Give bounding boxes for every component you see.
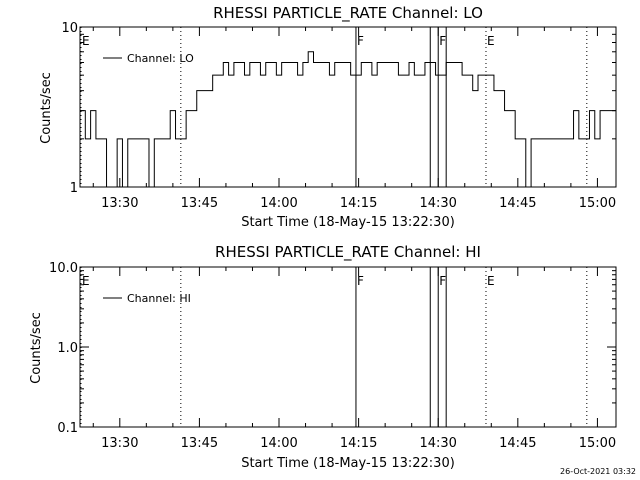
hi-event-marker-label: E [487,274,495,288]
hi-x-tick-label: 15:00 [579,436,616,451]
hi-x-axis-label: Start Time (18-May-15 13:22:30) [241,456,455,471]
hi-plot-frame [79,266,617,428]
hi-y-tick-label: 10.0 [49,261,78,276]
lo-plot-frame [79,26,617,188]
lo-x-tick-label: 14:15 [340,196,377,211]
hi-x-tick-label: 13:45 [181,436,218,451]
lo-x-tick-label: 13:45 [181,196,218,211]
hi-x-tick-label: 13:30 [101,436,138,451]
lo-legend-label: Channel: LO [127,52,194,65]
lo-event-marker-label: F [439,34,446,48]
hi-legend: Channel: HI [103,292,191,305]
generation-timestamp: 26-Oct-2021 03:32 [560,467,636,476]
lo-y-tick-label: 1 [70,181,78,196]
lo-channel-panel: RHESSI PARTICLE_RATE Channel: LO Counts/… [39,4,617,230]
hi-x-tick-label: 14:00 [260,436,297,451]
hi-chart-title: RHESSI PARTICLE_RATE Channel: HI [215,243,481,262]
lo-event-marker-label: F [357,34,364,48]
hi-x-tick-label: 14:45 [499,436,536,451]
hi-y-tick-label: 0.1 [57,421,78,436]
lo-legend: Channel: LO [103,52,194,65]
lo-x-tick-label: 15:00 [579,196,616,211]
lo-rate-series-line [80,51,616,188]
hi-y-tick-label: 1.0 [57,341,78,356]
lo-x-tick-label: 13:30 [101,196,138,211]
lo-x-tick-label: 14:45 [499,196,536,211]
hi-event-marker-label: F [357,274,364,288]
lo-event-marker-label: E [82,34,90,48]
hi-legend-label: Channel: HI [127,292,191,305]
hi-event-marker-label: E [82,274,90,288]
hi-channel-panel: RHESSI PARTICLE_RATE Channel: HI Counts/… [29,243,617,471]
lo-x-tick-label: 14:30 [419,196,456,211]
lo-x-axis-label: Start Time (18-May-15 13:22:30) [241,215,455,230]
lo-y-axis-label: Counts/sec [39,72,54,144]
lo-chart-title: RHESSI PARTICLE_RATE Channel: LO [213,4,483,23]
hi-y-axis-label: Counts/sec [29,312,44,384]
lo-y-tick-label: 10 [61,21,78,36]
lo-x-tick-label: 14:00 [260,196,297,211]
hi-x-tick-label: 14:15 [340,436,377,451]
hi-event-marker-label: F [439,274,446,288]
hi-x-tick-label: 14:30 [419,436,456,451]
lo-event-marker-label: E [487,34,495,48]
